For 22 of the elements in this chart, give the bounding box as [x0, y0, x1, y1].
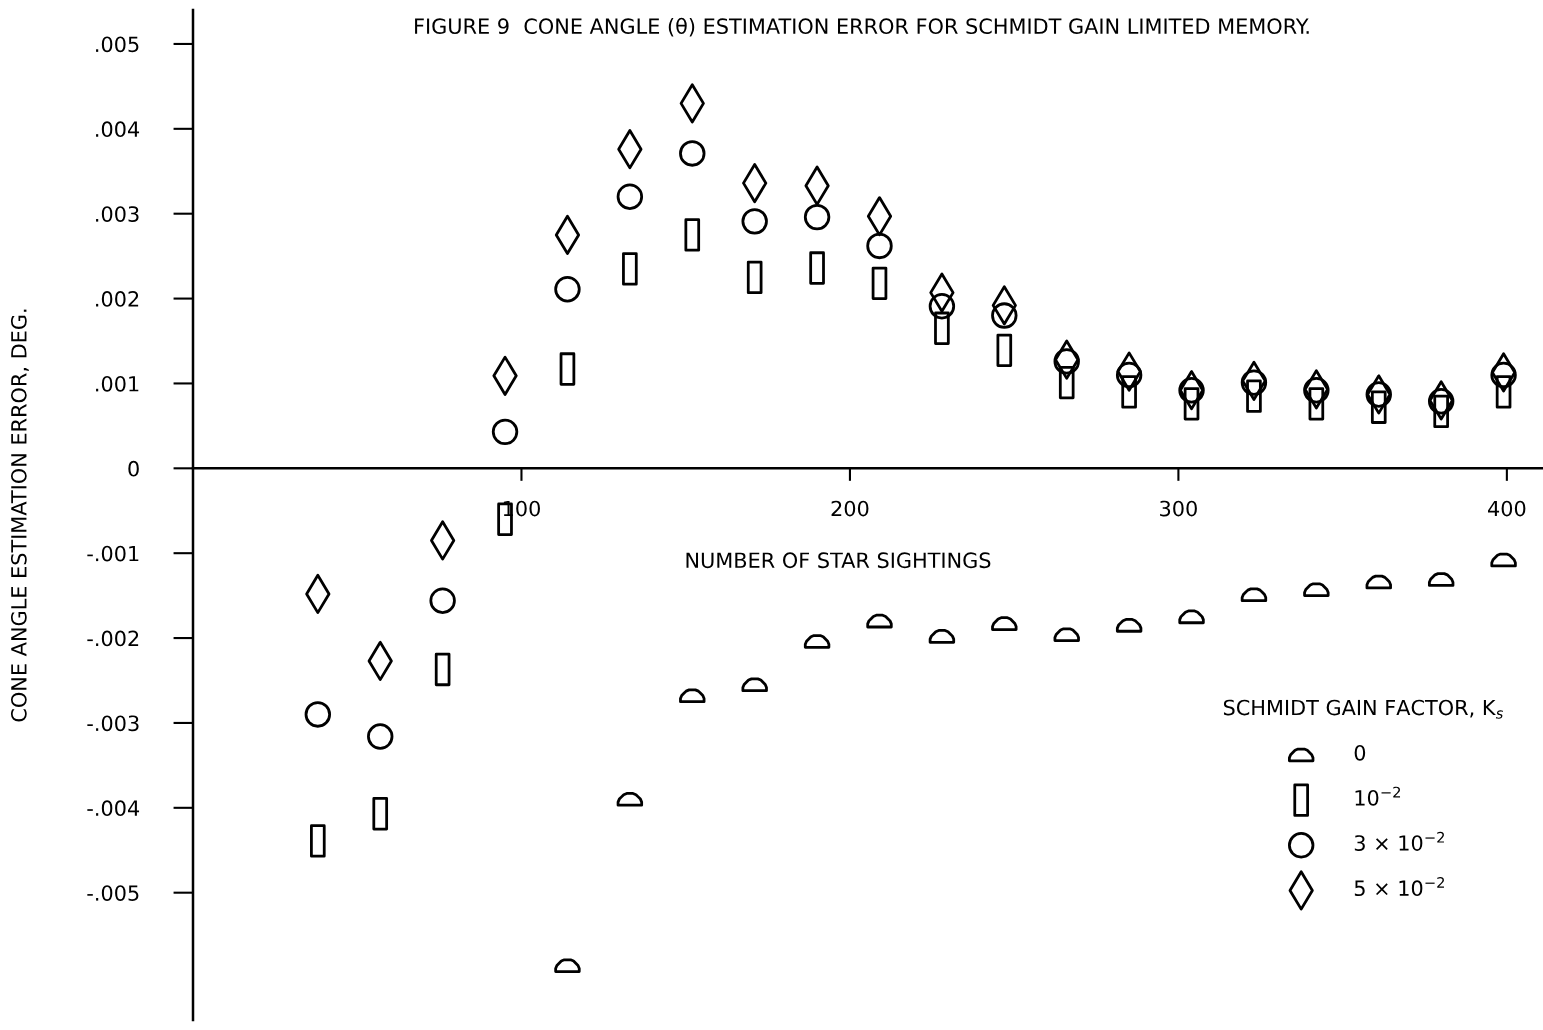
y-tick-label: -.003 [87, 715, 139, 732]
y-tick-label: .004 [96, 121, 140, 138]
x-tick-label: 400 [1488, 500, 1526, 517]
y-tick-label: -.001 [87, 545, 139, 562]
y-tick-label: .005 [96, 36, 139, 53]
y-tick-label: -.005 [87, 885, 139, 901]
legend-label: 0 [1354, 744, 1366, 761]
y-tick-label: .003 [96, 206, 139, 222]
chart-title: FIGURE 9 CONE ANGLE (θ) ESTIMATION ERROR FOR SCHMIDT GAIN LIMITED MEMORY. [415, 17, 1309, 37]
x-tick-label: 200 [831, 500, 869, 517]
legend-label: 3 × 10$^{−2}$ [1354, 831, 1444, 851]
legend-label: 10$^{−2}$ [1355, 786, 1401, 806]
legend-label: 5 × 10$^{−2}$ [1354, 876, 1444, 897]
y-tick-label: -.004 [87, 800, 140, 817]
y-axis-title: CONE ANGLE ESTIMATION ERROR, DEG. [10, 309, 29, 722]
y-tick-label: .002 [96, 291, 139, 307]
y-tick-label: 0 [128, 460, 139, 477]
x-axis-title: NUMBER OF STAR SIGHTINGS [686, 552, 991, 569]
legend-title: SCHMIDT GAIN FACTOR, K$_{s}$ [1223, 699, 1504, 719]
x-tick-label: 300 [1160, 500, 1197, 517]
y-tick-label: .001 [96, 375, 139, 392]
y-tick-label: -.002 [87, 630, 139, 647]
